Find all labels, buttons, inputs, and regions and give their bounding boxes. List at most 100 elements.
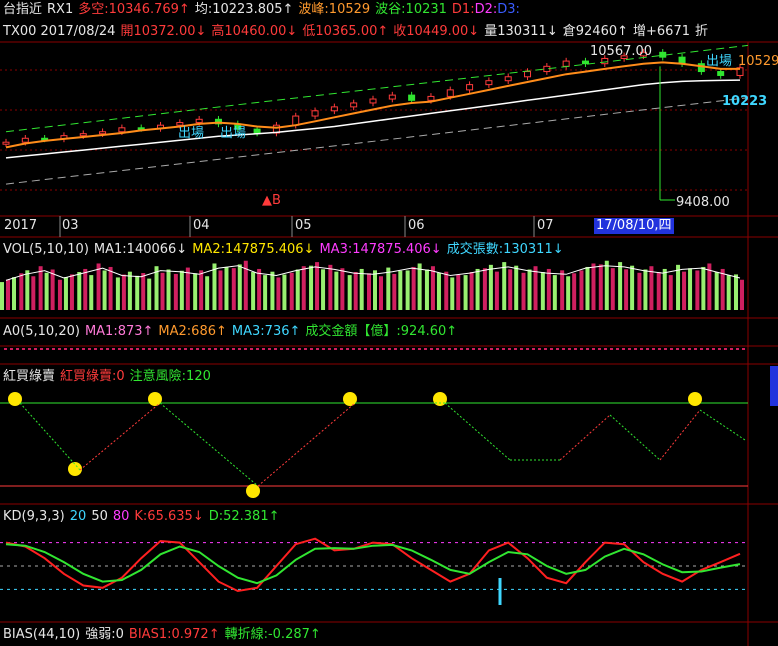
volume-bar [682,271,687,310]
volume-bar [734,274,738,310]
ao-bar [10,348,13,350]
ao-bar [580,348,583,350]
ao-bar [322,348,325,350]
volume-value: 量130311↓ [484,24,558,39]
rg-value: 紅買綠賣:0 [60,369,125,384]
ao-bar [196,348,199,350]
ao-bar [256,348,259,350]
rg-trend-segment [257,402,356,487]
wave-peak-value: 波峰:10529 [298,2,371,17]
ao-bar [490,348,493,350]
ao-bar [586,348,589,350]
last-price-label: 10223 [722,94,768,109]
ao-bar [226,348,229,350]
volume-bar [25,270,30,310]
candle-body [99,131,107,135]
ao-bar [514,348,517,350]
volume-bar [604,260,609,310]
ao-bar [466,348,469,350]
volume-bar [121,274,126,310]
smiley-icon [688,392,702,406]
ao-bar [538,348,541,350]
volume-bar [379,276,383,310]
rg-trend-segment [444,402,511,461]
ma-orange-line [5,61,740,149]
volume-bar [367,273,371,310]
candle-body [466,84,474,91]
kd-lvl50: 50 [91,509,108,524]
volume-bar [436,272,441,310]
header-bar: 台指近 RX1 多空:10346.769↑ 均:10223.805↑ 波峰:10529 波… [3,2,525,18]
bull-bear-value: 多空:10346.769↑ [78,2,190,17]
ao-bar [262,348,265,350]
candle-body [581,60,589,65]
symbol-label[interactable]: 台指近 [3,2,43,17]
volume-bar [630,265,635,310]
volume-bar [359,268,364,310]
volume-bar [720,268,725,310]
d2-label: D2: [474,2,498,17]
volume-bar [89,275,94,310]
ao-bar [526,348,529,350]
volume-bar [243,260,248,310]
volume-bar [475,268,480,310]
ao-bar [328,348,331,350]
volume-bar [199,270,204,310]
rg-header: 紅買綠賣 紅買綠賣:0 注意風險:120 [3,369,216,385]
ao-bar [700,348,703,350]
ao-bar [478,348,481,350]
volume-ma-line [5,265,741,281]
volume-bar [688,268,693,310]
ao-bar [442,348,445,350]
volume-bar [469,272,474,310]
kd-d-line [5,543,741,585]
volume-bar [444,271,449,310]
ao-ma3: MA3:736↑ [231,324,301,339]
candle-body [427,95,435,101]
ao-bar [694,348,697,350]
ao-bar [574,348,577,350]
ticker-date: TX00 2017/08/24 [3,24,116,39]
ao-bar [424,348,427,350]
volume-bar [714,272,719,310]
volume-bar [218,270,223,310]
volume-bar [430,266,435,310]
volume-bar [340,268,345,310]
ao-bar [550,348,553,350]
ao-bar [724,348,727,350]
kd-lvl20: 20 [69,509,87,524]
ao-bar [646,348,649,350]
code-label: RX1 [47,2,74,17]
candle-body [214,118,222,125]
candle-body [620,55,628,59]
rg-trend-segment [159,402,259,487]
high-price-label: 10567.00 [590,44,653,59]
volume-bar [649,266,654,310]
ao-bar [370,348,373,350]
volume-bar [386,267,391,310]
vol-ma1: MA1:140066↓ [93,242,188,257]
ao-bar [568,348,571,350]
ao-bar [736,348,739,350]
volume-bar [662,268,667,310]
volume-bar [166,269,171,310]
risk-value: 注意風險:120 [129,369,211,384]
volume-bar [624,269,629,310]
ma-white-line [5,79,741,159]
high-value: 高10460.00↓ [211,24,298,39]
volume-bar [707,263,712,310]
ao-bar [604,348,607,350]
ao-bar [334,348,337,350]
rg-trend-segment [19,402,81,471]
exit-signal-2: 出場 [220,126,247,141]
bias-header: BIAS(44,10) 強弱:0 BIAS1:0.972↑ 轉折線:-0.287↑ [3,627,326,643]
volume-bar [173,273,178,310]
ao-bar [100,348,103,350]
volume-bar [726,275,731,310]
month-07: 07 [537,218,554,233]
rg-trend-segment [559,414,611,461]
ao-bar [406,348,409,350]
volume-bar [301,266,306,310]
bias1-value: BIAS1:0.972↑ [128,627,220,642]
ao-bar [136,348,139,350]
